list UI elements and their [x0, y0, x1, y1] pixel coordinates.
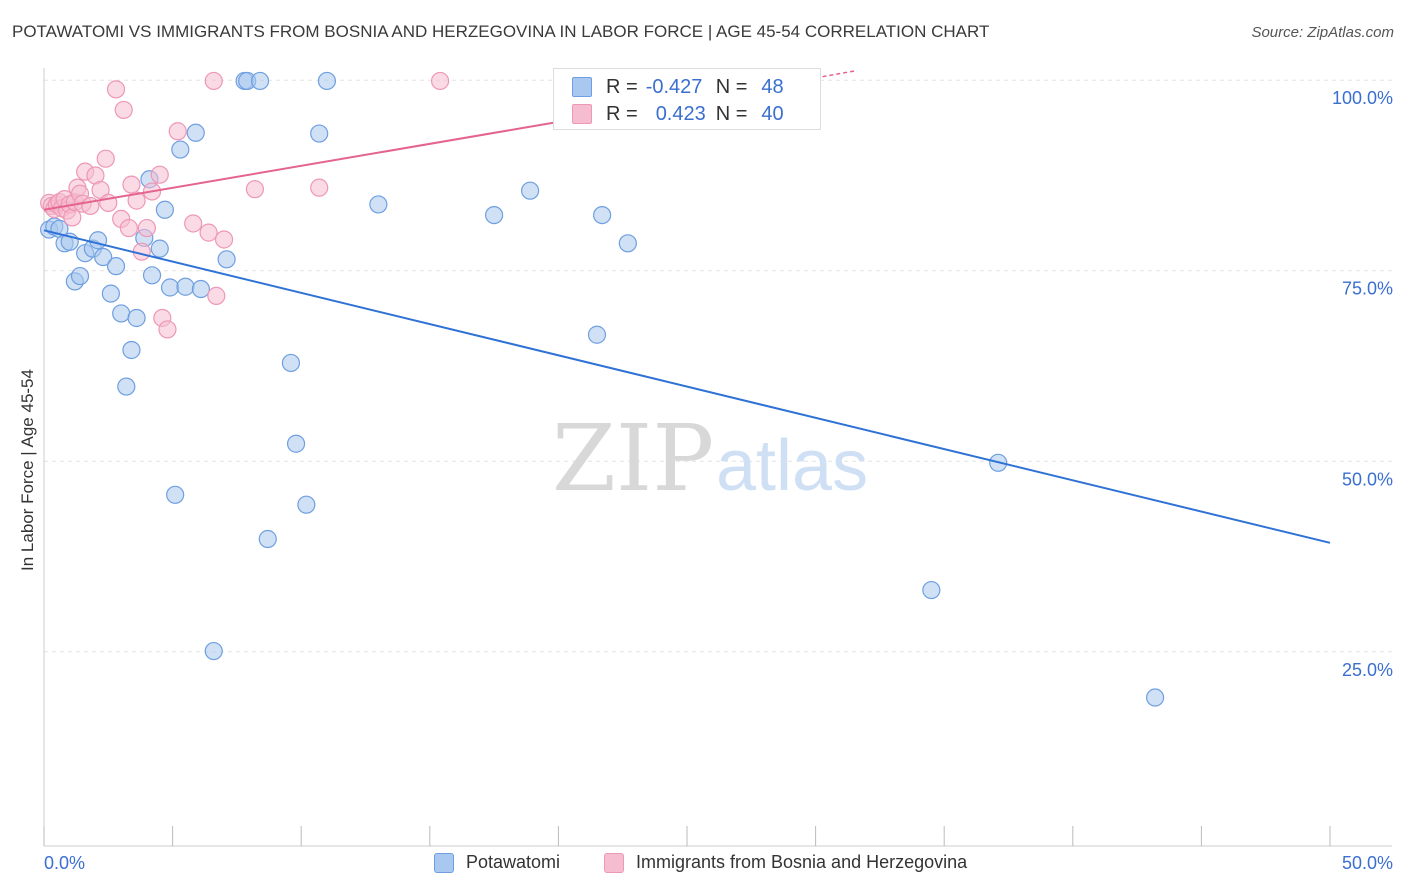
correlation-legend: R = -0.427 N = 48 R = 0.423 N = 40 [553, 68, 821, 130]
legend-n-value-blue: 48 [761, 75, 784, 98]
bosnia-point [207, 286, 226, 305]
potawatomi-point [297, 495, 316, 514]
legend-row-bosnia: R = 0.423 N = 40 [572, 102, 784, 126]
legend-r-value-pink: 0.423 [655, 102, 706, 125]
potawatomi-point [117, 377, 136, 396]
legend-item-potawatomi[interactable]: Potawatomi [434, 852, 560, 873]
bosnia-point [168, 122, 187, 141]
bosnia-point [137, 218, 156, 238]
potawatomi-point [94, 247, 113, 267]
potawatomi-point [281, 353, 301, 373]
potawatomi-point [112, 304, 131, 323]
source-label: Source: ZipAtlas.com [1251, 24, 1394, 41]
x-tick-label-max: 50.0% [1342, 853, 1393, 873]
bosnia-trend-extension [815, 70, 855, 79]
bosnia-point [199, 223, 218, 242]
potawatomi-point [171, 140, 190, 159]
legend-r-label: R = [606, 75, 638, 98]
watermark-zip: ZIP [552, 405, 714, 512]
potawatomi-point [101, 284, 120, 303]
bosnia-point [106, 80, 126, 99]
legend-r-value-blue: -0.427 [645, 75, 703, 98]
bosnia-point [430, 71, 450, 91]
watermark-atlas: atlas [716, 426, 868, 506]
potawatomi-point [150, 239, 169, 258]
legend-row-potawatomi: R = -0.427 N = 48 [572, 75, 784, 99]
bosnia-point [122, 175, 141, 194]
bosnia-point [184, 214, 203, 233]
legend-n-value-pink: 40 [761, 102, 784, 125]
bosnia-point [127, 191, 146, 210]
potawatomi-point [922, 580, 941, 600]
potawatomi-point [310, 124, 329, 143]
potawatomi-point [106, 257, 126, 276]
potawatomi-point [593, 205, 612, 225]
potawatomi-point [521, 181, 540, 200]
legend-label-potawatomi: Potawatomi [466, 852, 561, 872]
potawatomi-point [186, 123, 205, 142]
potawatomi-point [88, 231, 108, 250]
bosnia-point [114, 100, 133, 120]
y-axis-label: In Labor Force | Age 45-54 [18, 369, 37, 571]
legend-n-label: N = [715, 102, 748, 125]
potawatomi-point [217, 250, 236, 269]
potawatomi-point [166, 485, 185, 504]
potawatomi-point [485, 205, 504, 225]
potawatomi-point [127, 308, 146, 328]
legend-r-label: R = [606, 102, 638, 125]
x-tick-label-min: 0.0% [44, 853, 85, 873]
bosnia-point [158, 320, 177, 339]
y-tick-label: 25.0% [1342, 660, 1393, 680]
potawatomi-trend-line [43, 229, 1331, 544]
legend-swatch-potawatomi [434, 852, 454, 873]
legend-swatch-bosnia [604, 852, 624, 873]
potawatomi-point [618, 234, 637, 253]
y-tick-label: 50.0% [1342, 469, 1393, 489]
legend-label-bosnia: Immigrants from Bosnia and Herzegovina [636, 852, 968, 872]
legend-swatch-blue [572, 77, 592, 97]
potawatomi-point [587, 325, 607, 344]
bosnia-point [245, 180, 265, 199]
bosnia-point [214, 230, 234, 249]
potawatomi-point [369, 195, 388, 214]
legend-swatch-pink [572, 104, 592, 124]
potawatomi-point [317, 71, 337, 91]
potawatomi-point [1146, 688, 1165, 707]
y-tick-label: 100.0% [1332, 88, 1393, 108]
potawatomi-point [160, 278, 180, 297]
potawatomi-point [155, 200, 174, 219]
potawatomi-point [176, 277, 195, 296]
legend-item-bosnia[interactable]: Immigrants from Bosnia and Herzegovina [604, 852, 967, 873]
potawatomi-point [70, 266, 90, 286]
potawatomi-point [286, 434, 306, 453]
potawatomi-point [250, 71, 270, 91]
potawatomi-point [258, 529, 277, 549]
bosnia-point [96, 149, 115, 168]
potawatomi-point [142, 266, 162, 285]
legend-n-label: N = [715, 75, 748, 98]
potawatomi-point [191, 279, 210, 299]
potawatomi-point [122, 340, 141, 360]
series-legend: Potawatomi Immigrants from Bosnia and He… [0, 852, 1406, 878]
bosnia-point [204, 71, 223, 91]
bosnia-point [150, 165, 169, 184]
y-tick-label: 75.0% [1342, 279, 1393, 299]
chart-title: POTAWATOMI VS IMMIGRANTS FROM BOSNIA AND… [12, 22, 990, 41]
potawatomi-point [204, 641, 223, 661]
bosnia-point [119, 218, 138, 238]
bosnia-point [310, 178, 329, 197]
